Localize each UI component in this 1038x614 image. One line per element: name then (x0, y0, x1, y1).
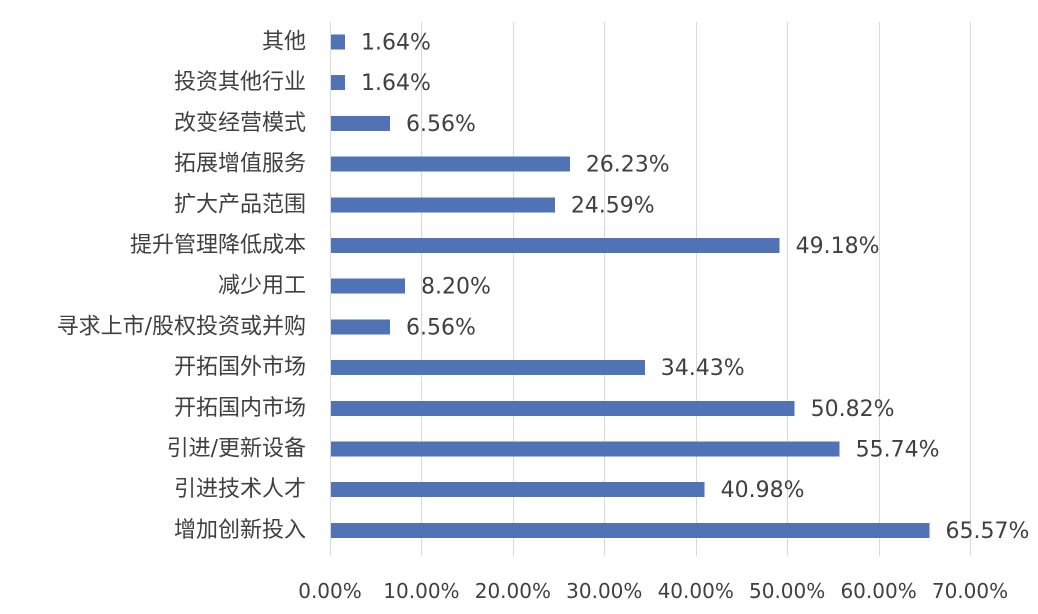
gridlines (330, 22, 971, 556)
category-label: 拓展增值服务 (174, 152, 306, 177)
bar (331, 400, 795, 416)
bar (331, 278, 405, 294)
category-label: 开拓国内市场 (174, 396, 306, 421)
bar (331, 360, 645, 376)
category-labels: 其他投资其他行业改变经营模式拓展增值服务扩大产品范围提升管理降低成本减少用工寻求… (57, 30, 306, 543)
category-label: 引进/更新设备 (167, 437, 306, 462)
value-label: 6.56% (406, 112, 476, 137)
value-label: 34.43% (661, 356, 745, 381)
x-tick-label: 50.00% (749, 579, 825, 603)
bar (331, 238, 780, 253)
category-label: 减少用工 (218, 274, 306, 299)
bar (331, 197, 555, 213)
x-tick-label: 70.00% (932, 579, 1008, 603)
value-label: 8.20% (421, 275, 491, 300)
value-label: 50.82% (811, 397, 895, 422)
value-label: 26.23% (586, 153, 670, 178)
bars (331, 34, 930, 538)
x-tick-label: 0.00% (298, 579, 362, 603)
bar (331, 156, 570, 172)
category-label: 投资其他行业 (174, 70, 306, 95)
value-label: 55.74% (856, 438, 940, 463)
x-tick-label: 40.00% (658, 579, 734, 603)
category-label: 寻求上市/股权投资或并购 (57, 314, 306, 339)
category-label: 扩大产品范围 (174, 192, 306, 217)
x-axis-tick-labels: 0.00% 10.00% 20.00% 30.00% 40.00% 50.00% 60.00… (298, 579, 1008, 603)
x-tick-label: 30.00% (566, 579, 642, 603)
value-labels: 1.64% 1.64% 6.56% 26.23% 24.59% 49.18% 8.20% 6.… (361, 31, 1029, 544)
category-label: 提升管理降低成本 (130, 233, 306, 258)
category-label: 引进技术人才 (174, 477, 306, 502)
value-label: 1.64% (361, 31, 431, 56)
category-label: 开拓国外市场 (174, 355, 306, 380)
x-tick-label: 10.00% (383, 579, 459, 603)
category-label: 其他 (262, 30, 306, 55)
bar (331, 522, 930, 538)
category-label: 增加创新投入 (174, 518, 306, 543)
bar (331, 34, 345, 50)
bar (331, 115, 390, 131)
value-label: 6.56% (406, 315, 476, 340)
bar (331, 319, 390, 335)
value-label: 40.98% (721, 478, 805, 503)
value-label: 49.18% (796, 234, 880, 259)
x-tick-label: 60.00% (840, 579, 916, 603)
category-label: 改变经营模式 (174, 111, 306, 136)
bar (331, 482, 705, 498)
value-label: 65.57% (945, 519, 1029, 544)
x-tick-label: 20.00% (475, 579, 551, 603)
bar (331, 75, 345, 91)
value-label: 1.64% (361, 71, 431, 96)
value-label: 24.59% (571, 193, 655, 218)
bar (331, 441, 840, 457)
